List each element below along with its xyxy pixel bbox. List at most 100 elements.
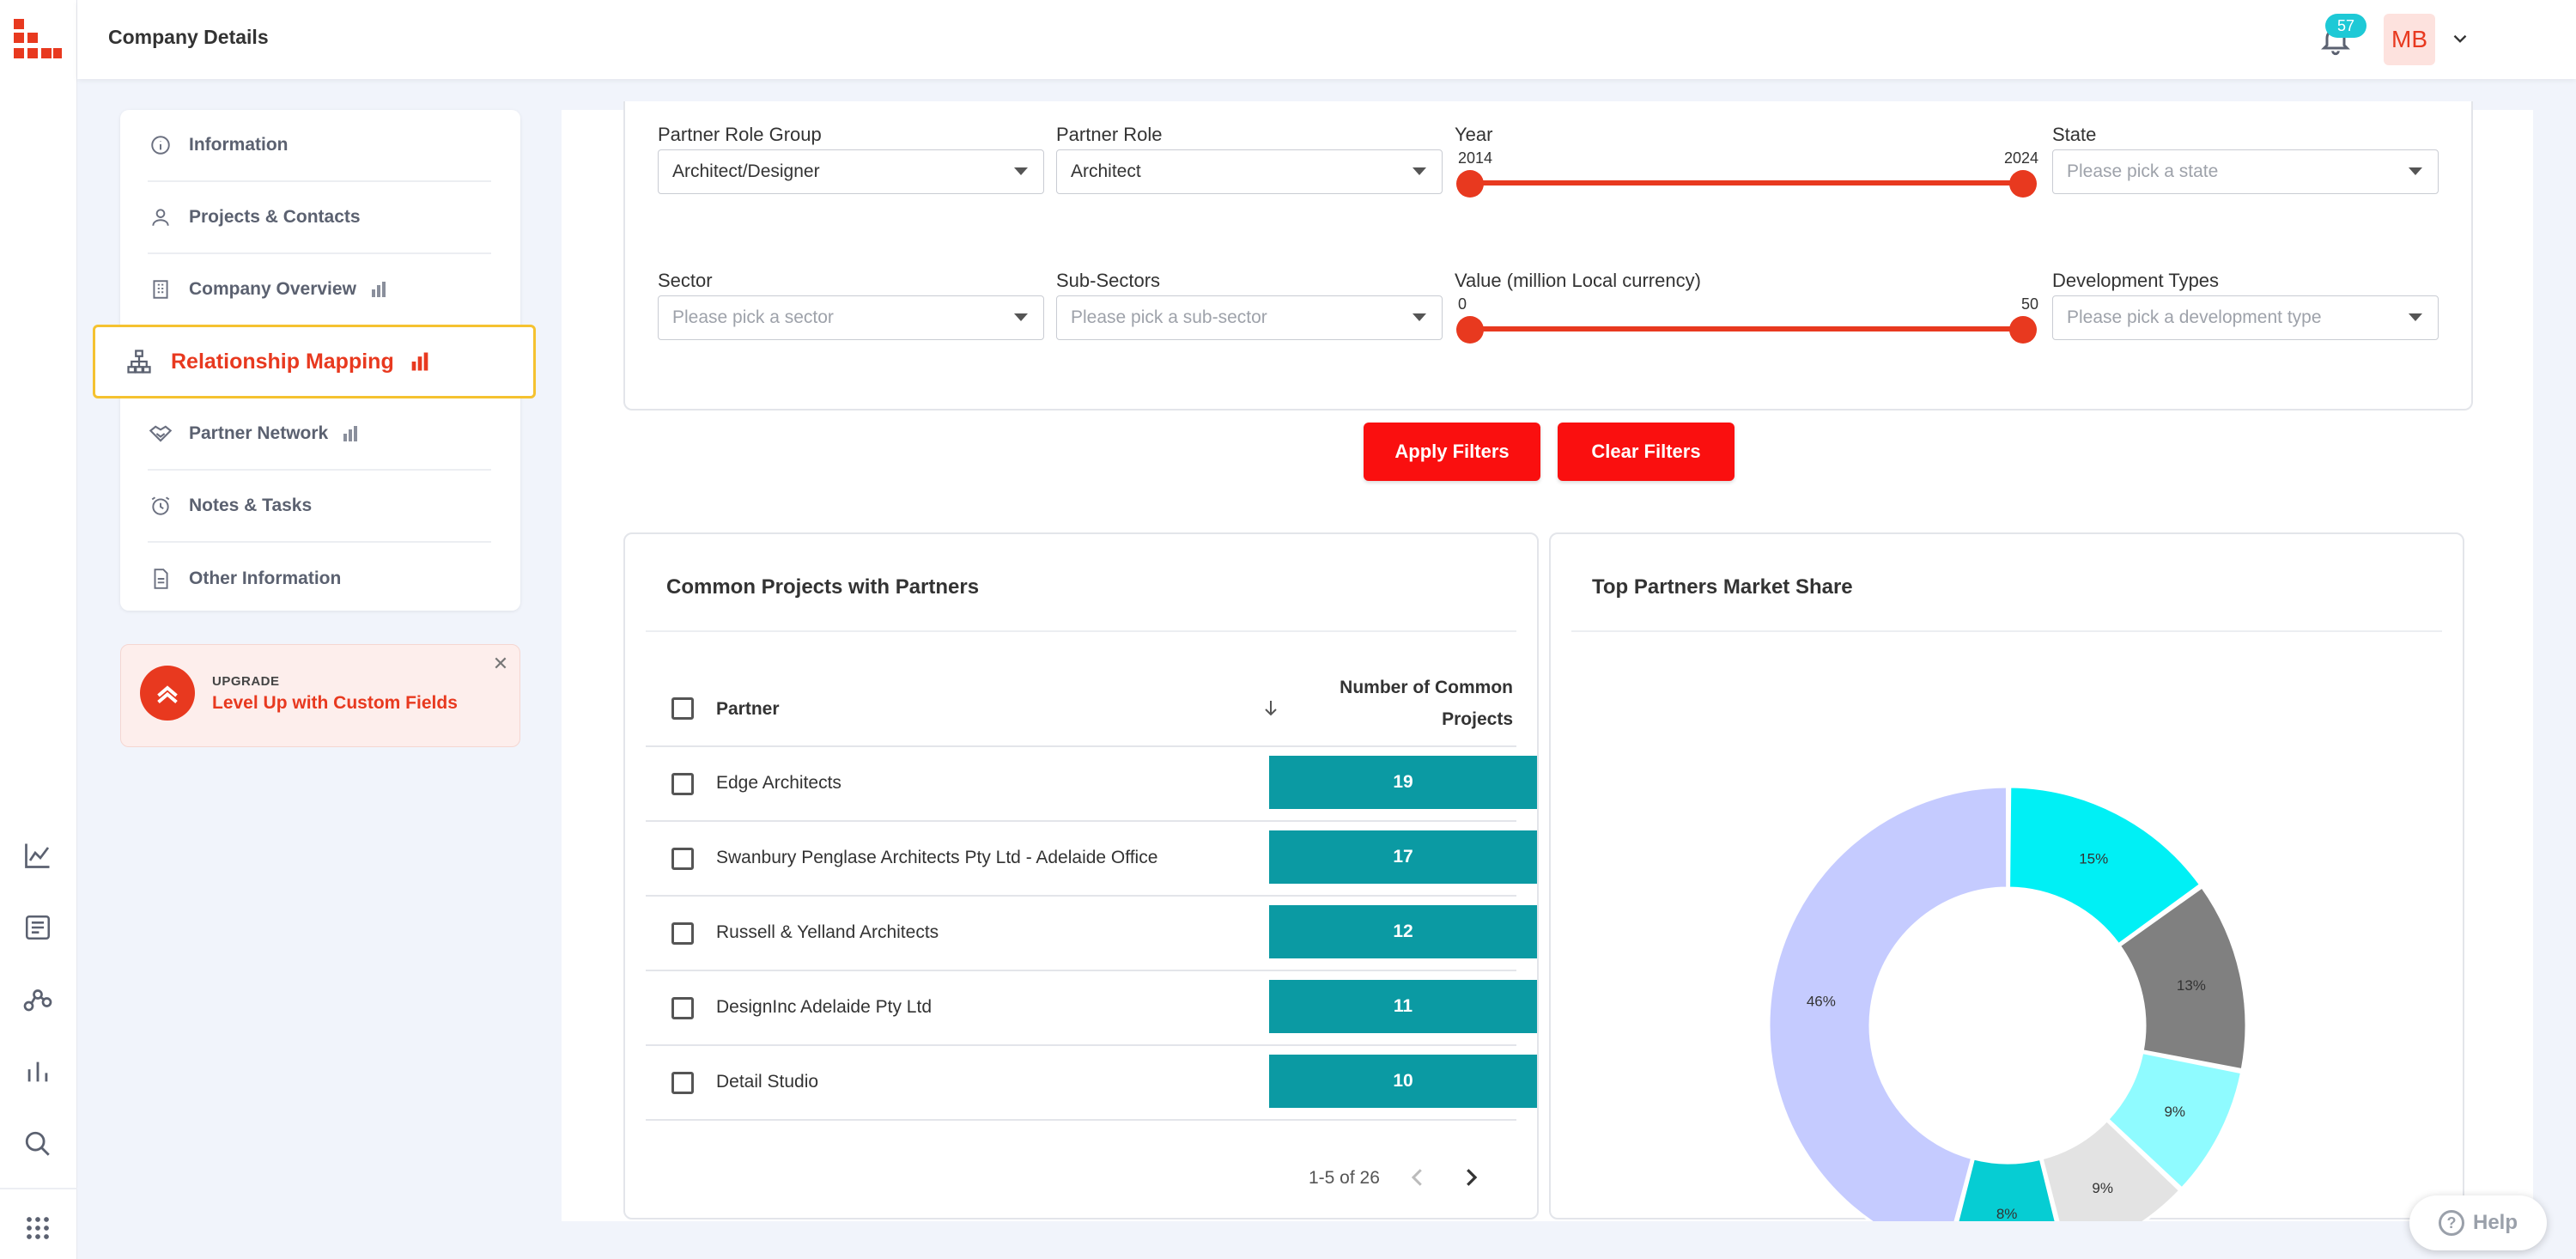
info-icon bbox=[148, 132, 173, 158]
development-types-label: Development Types bbox=[2052, 270, 2220, 291]
nav-item-other-information[interactable]: Other Information bbox=[148, 543, 491, 615]
state-label: State bbox=[2052, 124, 2097, 145]
rail-divider bbox=[0, 1188, 77, 1189]
select-value: Architect/Designer bbox=[672, 161, 820, 181]
nav-item-label: Notes & Tasks bbox=[189, 496, 313, 515]
year-max-thumb[interactable] bbox=[2009, 170, 2037, 198]
donut-slice[interactable] bbox=[1948, 1157, 2064, 1221]
chevron-left-icon[interactable] bbox=[1405, 1165, 1431, 1190]
handshake-icon bbox=[148, 421, 173, 447]
pagination-text: 1-5 of 26 bbox=[1309, 1168, 1380, 1188]
chevron-right-icon[interactable] bbox=[1458, 1165, 1484, 1190]
card-divider bbox=[1571, 630, 2442, 632]
donut-slice-label: 8% bbox=[1996, 1206, 2018, 1221]
select-all-checkbox[interactable] bbox=[671, 697, 694, 720]
year-slider[interactable]: 2014 2024 bbox=[1455, 149, 2038, 201]
partner-name: DesignInc Adelaide Pty Ltd bbox=[716, 997, 932, 1017]
donut-slice-label: 13% bbox=[2177, 977, 2206, 994]
notification-badge: 57 bbox=[2325, 14, 2366, 38]
common-projects-title: Common Projects with Partners bbox=[666, 575, 980, 599]
select-placeholder: Please pick a state bbox=[2067, 161, 2219, 181]
upgrade-chevrons-icon bbox=[140, 666, 195, 721]
notes-icon[interactable] bbox=[17, 907, 58, 948]
donut-slice[interactable] bbox=[2117, 885, 2248, 1072]
donut-slice[interactable] bbox=[2008, 785, 2202, 946]
table-row[interactable]: Russell & Yelland Architects 12 bbox=[646, 897, 1537, 971]
nav-item-information[interactable]: Information bbox=[148, 110, 491, 182]
row-checkbox[interactable] bbox=[671, 848, 694, 870]
upgrade-kicker: UPGRADE bbox=[212, 674, 280, 689]
row-checkbox[interactable] bbox=[671, 773, 694, 795]
close-icon[interactable]: ✕ bbox=[492, 653, 509, 674]
nav-item-label: Partner Network bbox=[189, 423, 329, 443]
sub-sectors-select[interactable]: Please pick a sub-sector bbox=[1056, 295, 1443, 340]
value-max-thumb[interactable] bbox=[2009, 316, 2037, 344]
help-button[interactable]: ? Help bbox=[2409, 1195, 2547, 1250]
value-slider[interactable]: 0 50 bbox=[1455, 295, 2038, 347]
nav-item-relationship-mapping[interactable]: Relationship Mapping bbox=[93, 325, 536, 398]
caret-down-icon bbox=[2409, 167, 2422, 175]
partner-column-header[interactable]: Partner bbox=[716, 699, 780, 719]
document-icon bbox=[148, 566, 173, 592]
sector-label: Sector bbox=[658, 270, 713, 291]
bar-chart-icon[interactable] bbox=[17, 1051, 58, 1092]
apply-filters-button[interactable]: Apply Filters bbox=[1364, 423, 1540, 481]
donut-slice[interactable] bbox=[2040, 1118, 2182, 1221]
development-types-select[interactable]: Please pick a development type bbox=[2052, 295, 2439, 340]
count-cell: 19 bbox=[1269, 756, 1537, 809]
table-row[interactable]: DesignInc Adelaide Pty Ltd 11 bbox=[646, 971, 1537, 1046]
beta-chart-icon bbox=[371, 282, 386, 297]
help-label: Help bbox=[2472, 1211, 2518, 1234]
brand-logo[interactable] bbox=[12, 15, 64, 67]
apps-grid-icon[interactable] bbox=[17, 1207, 58, 1249]
count-header-line1: Number of Common bbox=[1340, 678, 1513, 697]
year-max-value: 2024 bbox=[2003, 149, 2038, 167]
donut-slice-label: 9% bbox=[2092, 1180, 2113, 1196]
network-icon[interactable] bbox=[17, 979, 58, 1020]
nav-item-notes-tasks[interactable]: Notes & Tasks bbox=[148, 471, 491, 543]
sector-select[interactable]: Please pick a sector bbox=[658, 295, 1044, 340]
partner-role-group-select[interactable]: Architect/Designer bbox=[658, 149, 1044, 194]
donut-slice-label: 9% bbox=[2164, 1104, 2185, 1120]
filters-card: Partner Role Group Architect/Designer Pa… bbox=[623, 101, 2473, 411]
donut-slice[interactable] bbox=[2105, 1050, 2244, 1191]
chevron-down-icon[interactable] bbox=[2449, 27, 2471, 50]
partner-role-select[interactable]: Architect bbox=[1056, 149, 1443, 194]
count-cell: 12 bbox=[1269, 905, 1537, 958]
market-share-title: Top Partners Market Share bbox=[1592, 575, 1853, 599]
nav-item-projects-contacts[interactable]: Projects & Contacts bbox=[148, 182, 491, 254]
donut-slice[interactable] bbox=[1767, 785, 2009, 1221]
value-min-thumb[interactable] bbox=[1456, 316, 1484, 344]
row-checkbox[interactable] bbox=[671, 997, 694, 1019]
search-icon[interactable] bbox=[17, 1123, 58, 1165]
count-column-header[interactable]: Number of Common Projects bbox=[1298, 672, 1513, 735]
building-icon bbox=[148, 277, 173, 302]
select-value: Architect bbox=[1071, 161, 1141, 181]
state-select[interactable]: Please pick a state bbox=[2052, 149, 2439, 194]
avatar[interactable]: MB bbox=[2384, 14, 2435, 65]
table-header: Partner Number of Common Projects bbox=[646, 672, 1516, 747]
count-cell: 17 bbox=[1269, 830, 1537, 884]
alarm-icon bbox=[148, 493, 173, 519]
row-checkbox[interactable] bbox=[671, 1072, 694, 1094]
table-row[interactable]: Edge Architects 19 bbox=[646, 747, 1537, 822]
nav-item-label: Company Overview bbox=[189, 279, 356, 299]
nav-item-partner-network[interactable]: Partner Network bbox=[148, 398, 491, 471]
clear-filters-button[interactable]: Clear Filters bbox=[1558, 423, 1735, 481]
caret-down-icon bbox=[1413, 313, 1426, 321]
table-row[interactable]: Swanbury Penglase Architects Pty Ltd - A… bbox=[646, 822, 1537, 897]
hierarchy-icon bbox=[125, 347, 154, 376]
row-checkbox[interactable] bbox=[671, 922, 694, 945]
nav-item-label: Information bbox=[189, 135, 289, 155]
table-row[interactable]: Detail Studio 10 bbox=[646, 1046, 1537, 1121]
select-placeholder: Please pick a sector bbox=[672, 307, 834, 327]
year-min-thumb[interactable] bbox=[1456, 170, 1484, 198]
caret-down-icon bbox=[1413, 167, 1426, 175]
nav-item-label: Projects & Contacts bbox=[189, 207, 361, 227]
nav-item-company-overview[interactable]: Company Overview bbox=[148, 254, 491, 326]
caret-down-icon bbox=[1014, 167, 1028, 175]
market-share-donut-chart: 15% 13% 9% 9% 8% 46% bbox=[1767, 785, 2248, 1221]
upgrade-banner[interactable]: UPGRADE Level Up with Custom Fields ✕ bbox=[120, 644, 520, 747]
sort-arrow-down-icon[interactable] bbox=[1261, 697, 1281, 718]
trend-chart-icon[interactable] bbox=[17, 835, 58, 876]
